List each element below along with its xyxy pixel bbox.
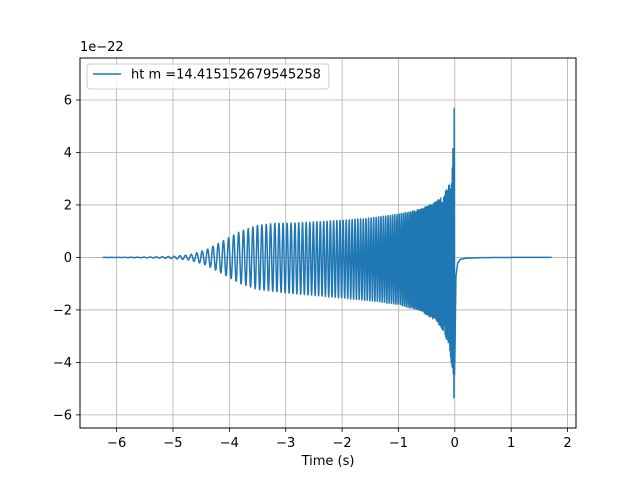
grid bbox=[80, 58, 576, 428]
x-tick-label: −2 bbox=[333, 436, 352, 451]
x-tick-label: −6 bbox=[107, 436, 126, 451]
y-axis: −6 −4 −2 0 2 4 6 bbox=[53, 93, 80, 423]
legend-label: ht m =14.415152679545258 bbox=[131, 68, 321, 83]
y-tick-label: 2 bbox=[64, 198, 72, 213]
y-tick-label: 4 bbox=[64, 146, 72, 161]
x-tick-label: −4 bbox=[220, 436, 239, 451]
axes-frame bbox=[79, 57, 577, 429]
y-tick-label: −4 bbox=[53, 356, 72, 371]
x-tick-label: 0 bbox=[451, 436, 459, 451]
x-tick-label: 1 bbox=[507, 436, 515, 451]
series-line bbox=[101, 107, 553, 399]
series-layer bbox=[101, 107, 553, 399]
x-tick-label: 2 bbox=[563, 436, 571, 451]
y-tick-label: −2 bbox=[53, 303, 72, 318]
x-axis-label: Time (s) bbox=[301, 454, 355, 469]
x-tick-label: −5 bbox=[163, 436, 182, 451]
y-tick-label: 0 bbox=[64, 251, 72, 266]
y-offset-label: 1e−22 bbox=[80, 40, 124, 55]
x-axis: −6 −5 −4 −3 −2 −1 0 1 2 bbox=[107, 428, 572, 451]
y-tick-label: 6 bbox=[64, 93, 72, 108]
x-tick-label: −3 bbox=[276, 436, 295, 451]
x-tick-label: −1 bbox=[389, 436, 408, 451]
legend-box bbox=[86, 63, 330, 90]
legend: ht m =14.415152679545258 bbox=[86, 63, 330, 90]
y-tick-label: −6 bbox=[53, 408, 72, 423]
